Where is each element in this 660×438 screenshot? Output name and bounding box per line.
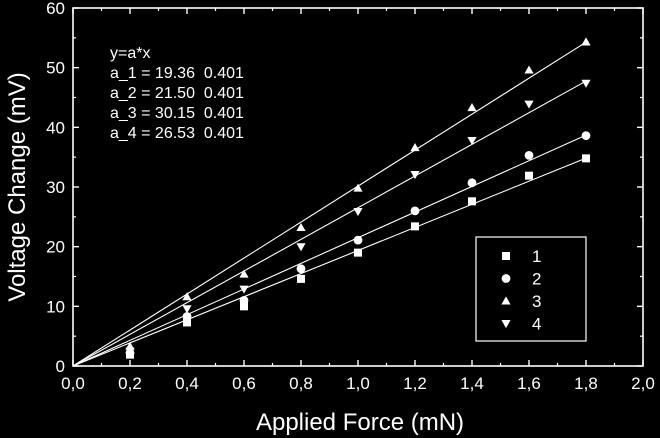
point-series-1 xyxy=(411,222,419,231)
x-tick-label: 1,0 xyxy=(346,374,370,393)
y-axis-title: Voltage Change (mV) xyxy=(4,72,31,301)
point-series-2 xyxy=(182,312,192,321)
point-series-3 xyxy=(239,269,249,278)
fit-coefficient: a_4 = 26.53 0.401 xyxy=(110,125,244,142)
legend-label: 4 xyxy=(532,315,541,334)
point-series-1 xyxy=(297,274,305,283)
fit-coefficient: a_1 = 19.36 0.401 xyxy=(110,65,244,82)
legend-label: 2 xyxy=(532,270,541,289)
legend-label: 3 xyxy=(532,292,541,311)
legend-label: 1 xyxy=(532,247,541,266)
data-markers xyxy=(125,37,591,359)
point-series-4 xyxy=(410,171,420,180)
y-tick-label: 20 xyxy=(46,238,65,257)
y-tick-label: 60 xyxy=(46,0,65,18)
point-series-3 xyxy=(467,103,477,112)
point-series-3 xyxy=(296,222,306,232)
y-tick-label: 40 xyxy=(46,118,65,137)
point-series-3 xyxy=(353,183,363,192)
fit-line-series-4 xyxy=(72,80,587,367)
point-series-1 xyxy=(183,318,191,327)
fit-coefficient: a_2 = 21.50 0.401 xyxy=(110,85,244,102)
x-tick-label: 0,2 xyxy=(118,374,142,393)
x-axis-title: Applied Force (mN) xyxy=(256,409,464,436)
legend: 1 2 3 4 xyxy=(475,236,587,342)
fit-line-series-3 xyxy=(72,41,587,367)
legend-marker-3 xyxy=(501,296,511,305)
legend-marker-2 xyxy=(501,274,511,283)
point-series-3 xyxy=(182,292,192,301)
x-tick-label: 0,0 xyxy=(61,374,85,393)
fit-equation: y=a*x xyxy=(110,45,150,62)
x-tick-label: 0,8 xyxy=(289,374,313,393)
x-tick-label: 0,6 xyxy=(232,374,256,393)
point-series-2 xyxy=(239,295,249,305)
point-series-3 xyxy=(524,65,534,74)
x-axis: 0,0 0,2 0,4 0,6 0,8 1,0 1,2 1,4 1,6 1,8 2,0 xyxy=(61,8,655,393)
y-axis: 0 10 20 30 40 50 60 xyxy=(46,0,643,376)
y-tick-label: 10 xyxy=(46,297,65,316)
legend-marker-1 xyxy=(502,252,510,260)
fit-line-series-2 xyxy=(72,134,587,367)
point-series-1 xyxy=(582,154,590,163)
fit-lines xyxy=(72,41,587,367)
point-series-4 xyxy=(524,100,534,109)
point-series-2 xyxy=(353,235,363,245)
point-series-1 xyxy=(354,248,362,257)
point-series-3 xyxy=(410,143,420,152)
y-tick-label: 30 xyxy=(46,178,65,197)
point-series-4 xyxy=(125,347,135,356)
point-series-4 xyxy=(182,305,192,314)
point-series-4 xyxy=(353,208,363,217)
point-series-4 xyxy=(467,137,477,146)
point-series-2 xyxy=(410,206,420,216)
point-series-2 xyxy=(296,264,306,274)
x-tick-label: 1,6 xyxy=(517,374,541,393)
x-tick-label: 1,2 xyxy=(403,374,427,393)
legend-box xyxy=(475,236,587,342)
fit-annotation: y=a*x a_1 = 19.36 0.401 a_2 = 21.50 0.401 a… xyxy=(110,45,244,142)
fit-line-series-1 xyxy=(72,157,587,367)
y-tick-label: 0 xyxy=(56,357,65,376)
point-series-4 xyxy=(296,243,306,252)
y-tick-label: 50 xyxy=(46,59,65,78)
point-series-4 xyxy=(581,79,591,88)
x-tick-label: 1,4 xyxy=(460,374,484,393)
point-series-2 xyxy=(581,131,591,141)
point-series-2 xyxy=(467,178,477,188)
point-series-2 xyxy=(524,150,534,160)
fit-coefficient: a_3 = 30.15 0.401 xyxy=(110,105,244,122)
point-series-1 xyxy=(525,171,533,180)
x-tick-label: 1,8 xyxy=(574,374,598,393)
x-tick-label: 2,0 xyxy=(631,374,655,393)
legend-marker-4 xyxy=(501,320,511,329)
point-series-4 xyxy=(239,285,249,294)
point-series-1 xyxy=(468,197,476,206)
x-tick-label: 0,4 xyxy=(175,374,199,393)
point-series-3 xyxy=(581,37,591,46)
